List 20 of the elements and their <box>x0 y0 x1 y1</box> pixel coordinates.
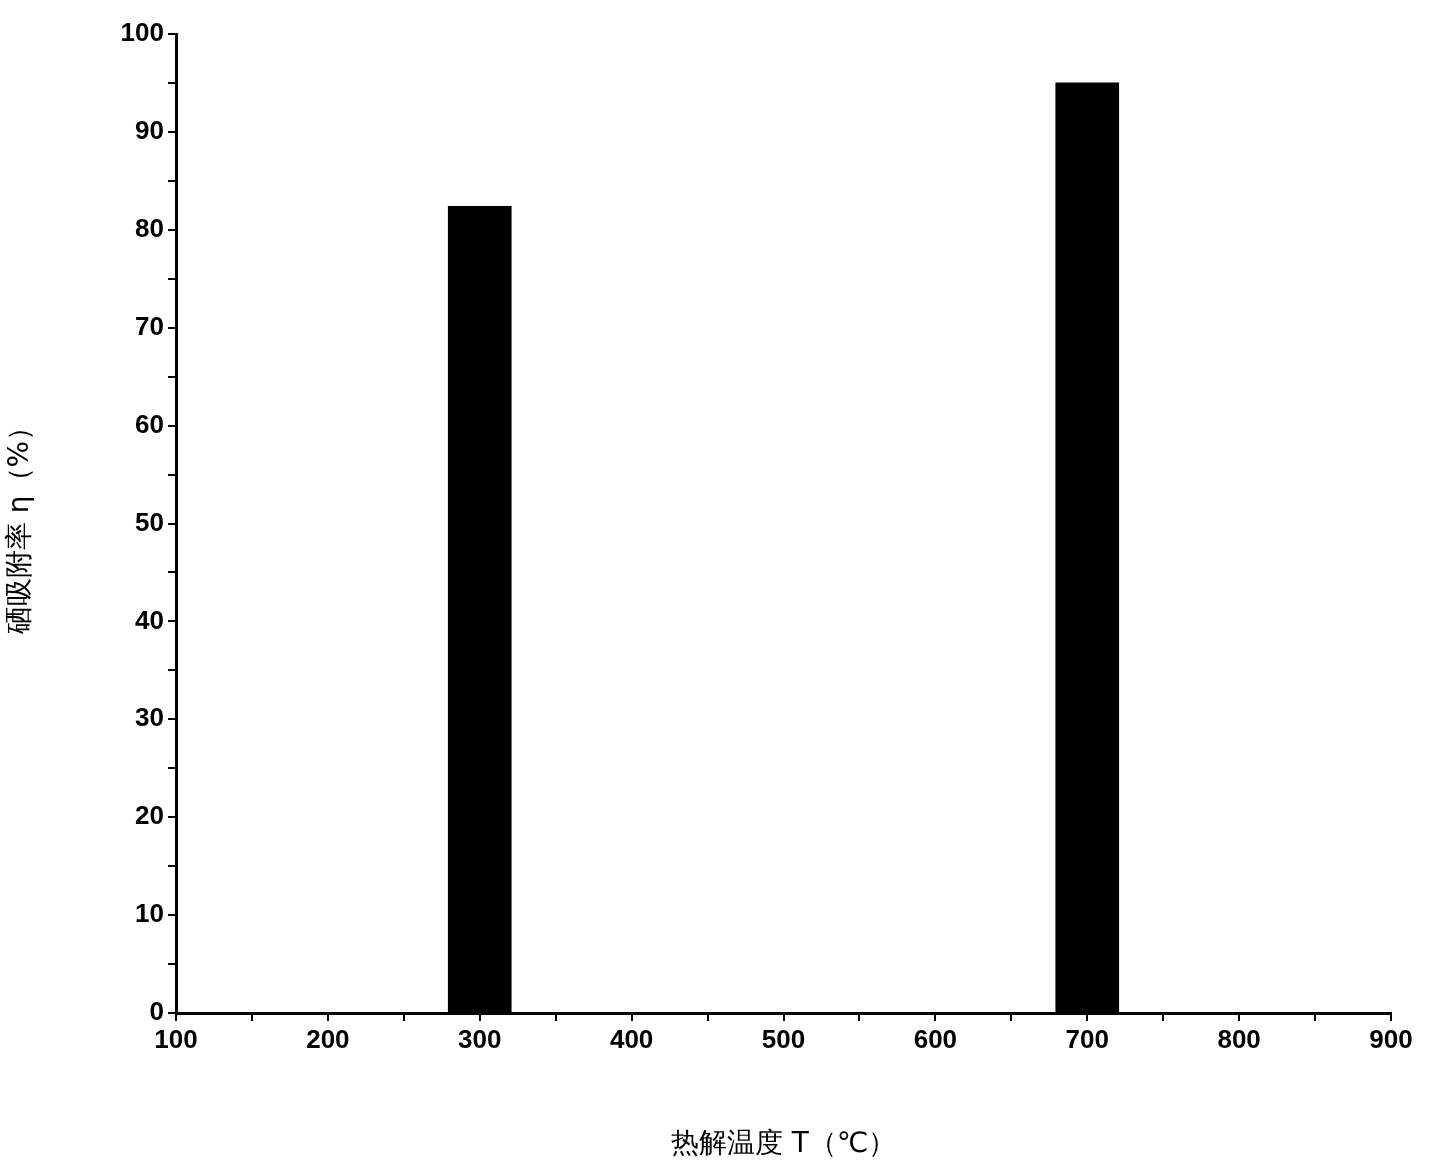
y-tick-label: 70 <box>135 310 164 341</box>
x-tick-label: 300 <box>458 1023 502 1054</box>
y-tick-label: 60 <box>135 408 164 439</box>
y-tick-label: 10 <box>135 898 164 929</box>
x-tick-label: 500 <box>761 1023 806 1054</box>
y-axis-title: 硒吸附率 η（%） <box>2 412 36 636</box>
y-tick-label: 50 <box>135 506 164 537</box>
x-tick-label: 800 <box>1217 1023 1261 1054</box>
x-tick-label: 200 <box>306 1023 350 1054</box>
y-tick-label: 20 <box>135 800 164 831</box>
y-tick-label: 90 <box>135 115 164 146</box>
x-tick-label: 700 <box>1065 1023 1109 1054</box>
x-axis-title: 热解温度 T（℃） <box>670 1126 897 1160</box>
x-tick-label: 600 <box>913 1023 958 1054</box>
y-tick-label: 40 <box>135 604 164 635</box>
x-tick-label: 900 <box>1369 1023 1413 1054</box>
y-tick-label: 30 <box>135 702 164 733</box>
x-tick-label: 400 <box>609 1023 654 1054</box>
y-tick-label: 100 <box>120 17 164 48</box>
y-tick-label: 80 <box>135 212 164 243</box>
